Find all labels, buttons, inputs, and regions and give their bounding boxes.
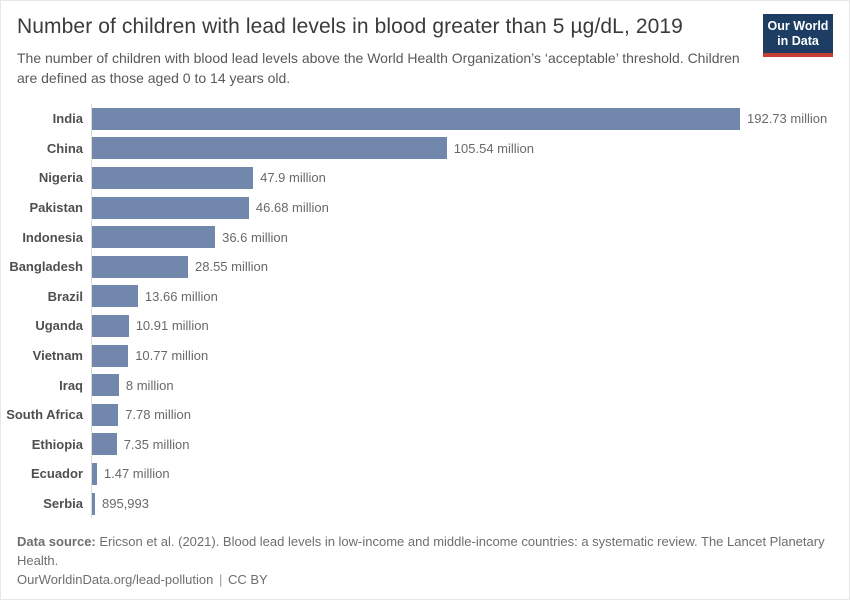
bar-rows: India 192.73 million China 105.54 million Ni… <box>6 104 833 519</box>
owid-logo-line1: Our World <box>767 19 829 33</box>
bar-track: 7.78 million <box>91 399 833 430</box>
country-label: Bangladesh <box>9 259 83 275</box>
value-label: 7.78 million <box>125 407 191 423</box>
country-label: India <box>52 111 83 127</box>
footer-links: OurWorldinData.org/lead-pollution | CC B… <box>17 571 833 590</box>
bar-row: South Africa 7.78 million <box>6 399 833 430</box>
bar-track: 46.68 million <box>91 192 833 223</box>
bar-row: Ethiopia 7.35 million <box>17 429 833 460</box>
value-label: 1.47 million <box>103 466 170 482</box>
country-label: Ethiopia <box>31 436 83 452</box>
footer-url[interactable]: OurWorldinData.org/lead-pollution <box>17 572 214 587</box>
bar-row: Pakistan 46.68 million <box>17 192 833 223</box>
value-label: 13.66 million <box>144 288 218 304</box>
value-label: 7.35 million <box>123 436 190 452</box>
bar-track: 13.66 million <box>91 281 833 312</box>
bar-track: 10.91 million <box>91 311 833 341</box>
bar[interactable] <box>92 255 188 278</box>
bar-row: Uganda 10.91 million <box>17 311 833 341</box>
country-label: Vietnam <box>32 348 83 364</box>
bar[interactable] <box>92 462 97 485</box>
bar-track: 895,993 <box>91 488 833 519</box>
bar[interactable] <box>92 166 254 189</box>
value-label: 10.77 million <box>135 348 209 364</box>
bar[interactable] <box>92 285 138 308</box>
value-label: 36.6 million <box>222 229 288 245</box>
bar-track: 28.55 million <box>91 251 833 282</box>
bar[interactable] <box>92 344 129 367</box>
bar-row: Iraq 8 million <box>17 370 833 400</box>
bar-row: Indonesia 36.6 million <box>17 222 833 252</box>
value-label: 895,993 <box>102 496 149 512</box>
value-label: 28.55 million <box>195 259 268 275</box>
country-label: Indonesia <box>22 229 83 245</box>
bar[interactable] <box>92 433 117 456</box>
owid-logo-line2: in Data <box>777 34 819 48</box>
bar-row: India 192.73 million <box>17 104 833 134</box>
bar-row: Nigeria 47.9 million <box>17 163 833 193</box>
country-label: Iraq <box>59 377 83 393</box>
bar[interactable] <box>92 403 119 426</box>
value-label: 47.9 million <box>260 170 326 186</box>
footer-separator: | <box>218 572 223 587</box>
bar-track: 192.73 million <box>91 104 833 134</box>
bar-track: 8 million <box>91 370 833 400</box>
country-label: Serbia <box>43 496 83 512</box>
bar-row: Ecuador 1.47 million <box>17 459 833 489</box>
chart-title: Number of children with lead levels in b… <box>17 15 683 38</box>
country-label: Ecuador <box>30 466 83 482</box>
bar-row: Serbia 895,993 <box>17 488 833 519</box>
bar[interactable] <box>92 137 447 160</box>
bar[interactable] <box>92 492 95 515</box>
bar-row: Bangladesh 28.55 million <box>9 251 833 282</box>
footer-license[interactable]: CC BY <box>227 572 268 587</box>
country-label: Uganda <box>35 318 83 334</box>
bar-track: 105.54 million <box>91 133 833 164</box>
bar-track: 47.9 million <box>91 163 833 193</box>
bar[interactable] <box>92 226 216 249</box>
bar-track: 1.47 million <box>91 459 833 489</box>
bar-row: China 105.54 million <box>17 133 833 164</box>
country-label: Pakistan <box>29 200 83 216</box>
data-source-label: Data source: <box>17 534 96 550</box>
owid-logo[interactable]: Our World in Data <box>763 14 833 57</box>
bar[interactable] <box>92 196 249 219</box>
country-label: Brazil <box>47 288 83 304</box>
country-label: Nigeria <box>38 170 83 186</box>
bar-row: Brazil 13.66 million <box>17 281 833 312</box>
chart-header: Number of children with lead levels in b… <box>17 14 833 89</box>
bar[interactable] <box>92 107 740 130</box>
chart-subtitle: The number of children with blood lead l… <box>17 50 740 87</box>
bar-track: 7.35 million <box>91 429 833 460</box>
bar-chart: India 192.73 million China 105.54 million Ni… <box>6 104 833 519</box>
value-label: 105.54 million <box>453 140 535 156</box>
value-label: 192.73 million <box>747 111 828 127</box>
bar-row: Vietnam 10.77 million <box>17 340 833 371</box>
bar-track: 10.77 million <box>91 340 833 371</box>
value-label: 8 million <box>125 377 174 393</box>
value-label: 46.68 million <box>255 200 329 216</box>
country-label: China <box>46 140 83 156</box>
bar-track: 36.6 million <box>91 222 833 252</box>
bar[interactable] <box>92 314 129 337</box>
value-label: 10.91 million <box>135 318 209 334</box>
bar[interactable] <box>92 374 119 397</box>
chart-footer: Data source: Ericson et al. (2021). Bloo… <box>17 533 833 590</box>
data-source-line: Data source: Ericson et al. (2021). Bloo… <box>17 533 833 571</box>
data-source-text: Ericson et al. (2021). Blood lead levels… <box>17 534 825 569</box>
country-label: South Africa <box>6 407 83 423</box>
